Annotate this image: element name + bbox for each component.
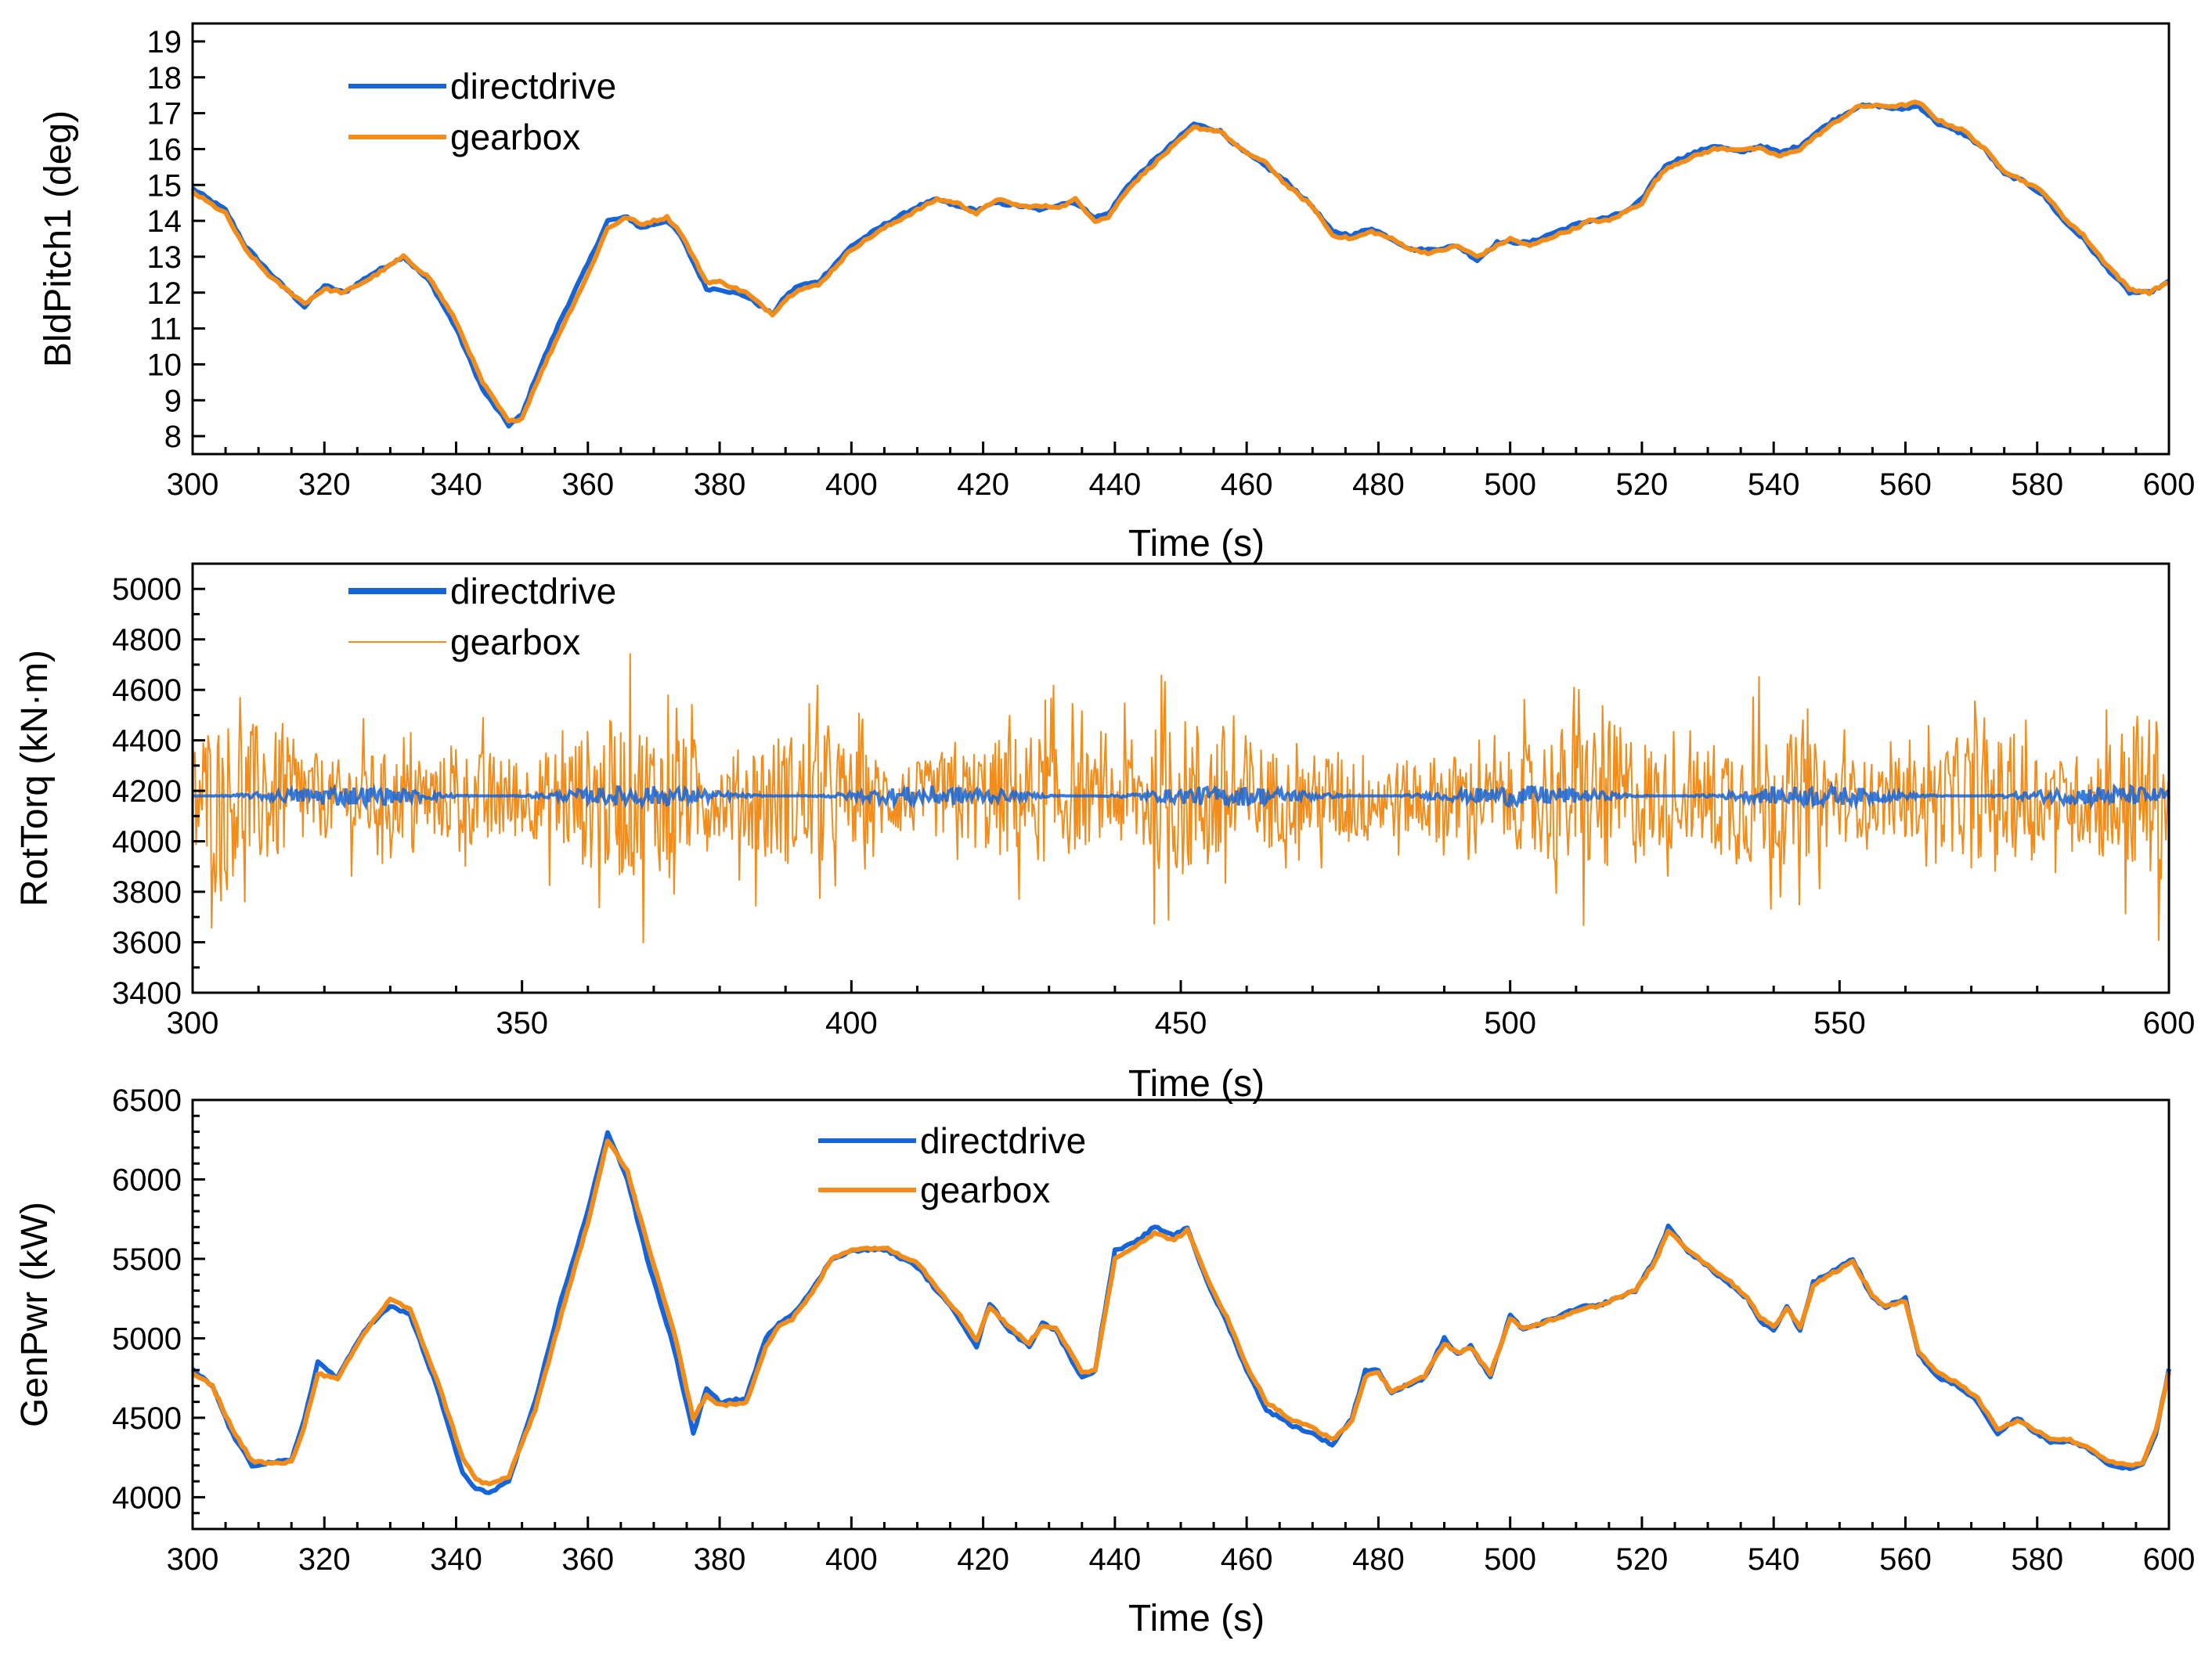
x-tick-label: 360 xyxy=(561,1542,614,1577)
x-tick-label: 600 xyxy=(2143,1006,2196,1040)
y-tick-label: 4500 xyxy=(112,1401,182,1436)
y-tick-label: 6000 xyxy=(112,1163,182,1197)
x-tick-label: 600 xyxy=(2143,467,2196,502)
directdrive-legend-label: directdrive xyxy=(920,1120,1086,1161)
y-axis-title: BldPitch1 (deg) xyxy=(38,110,79,367)
y-tick-label: 16 xyxy=(147,132,182,167)
y-tick-label: 5500 xyxy=(112,1242,182,1277)
x-tick-label: 300 xyxy=(167,1542,219,1577)
y-tick-label: 3400 xyxy=(112,976,182,1011)
x-axis-title: Time (s) xyxy=(1128,1063,1265,1105)
x-tick-label: 460 xyxy=(1221,1542,1273,1577)
y-tick-label: 4800 xyxy=(112,623,182,658)
x-tick-label: 500 xyxy=(1484,1006,1536,1040)
y-tick-label: 8 xyxy=(164,420,182,454)
y-axis-title: RotTorq (kN·m) xyxy=(14,650,56,907)
y-tick-label: 9 xyxy=(164,384,182,418)
gearbox-legend-label: gearbox xyxy=(450,117,580,157)
x-tick-label: 560 xyxy=(1879,467,1932,502)
y-axis-title: GenPwr (kW) xyxy=(14,1202,56,1427)
y-tick-label: 4200 xyxy=(112,774,182,809)
y-tick-label: 4600 xyxy=(112,673,182,708)
x-tick-label: 550 xyxy=(1813,1006,1866,1040)
x-tick-label: 480 xyxy=(1352,1542,1405,1577)
y-tick-label: 5000 xyxy=(112,1322,182,1356)
plot-frame xyxy=(191,1098,2171,1531)
x-tick-label: 350 xyxy=(496,1006,548,1040)
y-tick-label: 17 xyxy=(147,97,182,132)
x-tick-label: 600 xyxy=(2143,1542,2196,1577)
x-tick-label: 480 xyxy=(1352,467,1405,502)
y-tick-label: 13 xyxy=(147,240,182,275)
x-tick-label: 300 xyxy=(167,1006,219,1040)
x-tick-label: 520 xyxy=(1616,467,1669,502)
gearbox-series-line xyxy=(191,99,2170,424)
x-tick-label: 440 xyxy=(1088,467,1141,502)
y-tick-label: 5000 xyxy=(112,572,182,607)
power-panel: 300 320 340 360 380 400 420 440 460 480 500 520 540 5… xyxy=(14,1084,2195,1639)
gearbox-legend-label: gearbox xyxy=(450,622,580,662)
directdrive-series-line xyxy=(193,781,2171,811)
y-tick-label: 4000 xyxy=(112,825,182,860)
x-tick-label: 320 xyxy=(298,1542,351,1577)
x-axis-title: Time (s) xyxy=(1128,523,1265,564)
gearbox-series-line xyxy=(191,1138,2171,1487)
directdrive-legend-label: directdrive xyxy=(450,571,616,611)
y-tick-label: 4000 xyxy=(112,1480,182,1515)
x-tick-label: 500 xyxy=(1484,467,1536,502)
x-tick-label: 440 xyxy=(1088,1542,1141,1577)
x-tick-label: 540 xyxy=(1748,1542,1800,1577)
x-tick-label: 320 xyxy=(298,467,351,502)
y-tick-label: 14 xyxy=(147,204,182,239)
x-tick-label: 560 xyxy=(1879,1542,1932,1577)
torque-panel: 300 350 400 450 500 550 600 3400 3600 3800 4000 420… xyxy=(14,562,2196,1105)
x-tick-label: 580 xyxy=(2011,467,2063,502)
y-tick-label: 6500 xyxy=(112,1084,182,1118)
x-tick-label: 360 xyxy=(561,467,614,502)
y-tick-label: 18 xyxy=(147,61,182,96)
x-tick-label: 400 xyxy=(825,1006,878,1040)
x-tick-label: 580 xyxy=(2011,1542,2063,1577)
x-tick-label: 460 xyxy=(1221,467,1273,502)
directdrive-legend-label: directdrive xyxy=(450,66,616,106)
x-tick-label: 340 xyxy=(430,1542,482,1577)
gearbox-legend-label: gearbox xyxy=(920,1170,1050,1210)
y-tick-label: 12 xyxy=(147,276,182,311)
x-axis-title: Time (s) xyxy=(1128,1598,1265,1639)
y-tick-label: 15 xyxy=(147,168,182,203)
y-tick-label: 3600 xyxy=(112,926,182,961)
y-tick-label: 3800 xyxy=(112,875,182,910)
y-tick-label: 4400 xyxy=(112,724,182,759)
x-tick-label: 420 xyxy=(957,1542,1009,1577)
y-tick-label: 19 xyxy=(147,25,182,60)
x-tick-label: 450 xyxy=(1155,1006,1207,1040)
x-tick-label: 520 xyxy=(1616,1542,1669,1577)
x-tick-label: 400 xyxy=(825,467,878,502)
x-tick-label: 500 xyxy=(1484,1542,1536,1577)
x-tick-label: 400 xyxy=(825,1542,878,1577)
x-tick-label: 340 xyxy=(430,467,482,502)
x-tick-label: 420 xyxy=(957,467,1009,502)
y-tick-label: 10 xyxy=(147,348,182,382)
y-tick-label: 11 xyxy=(149,312,182,347)
pitch-panel: 300 320 340 360 380 400 420 440 460 480 500 520 540 5… xyxy=(38,22,2196,564)
x-tick-label: 300 xyxy=(167,467,219,502)
x-tick-label: 540 xyxy=(1748,467,1800,502)
x-tick-label: 380 xyxy=(694,467,746,502)
gearbox-series-line xyxy=(192,653,2169,944)
directdrive-series-line xyxy=(191,1130,2171,1495)
x-tick-label: 380 xyxy=(694,1542,746,1577)
